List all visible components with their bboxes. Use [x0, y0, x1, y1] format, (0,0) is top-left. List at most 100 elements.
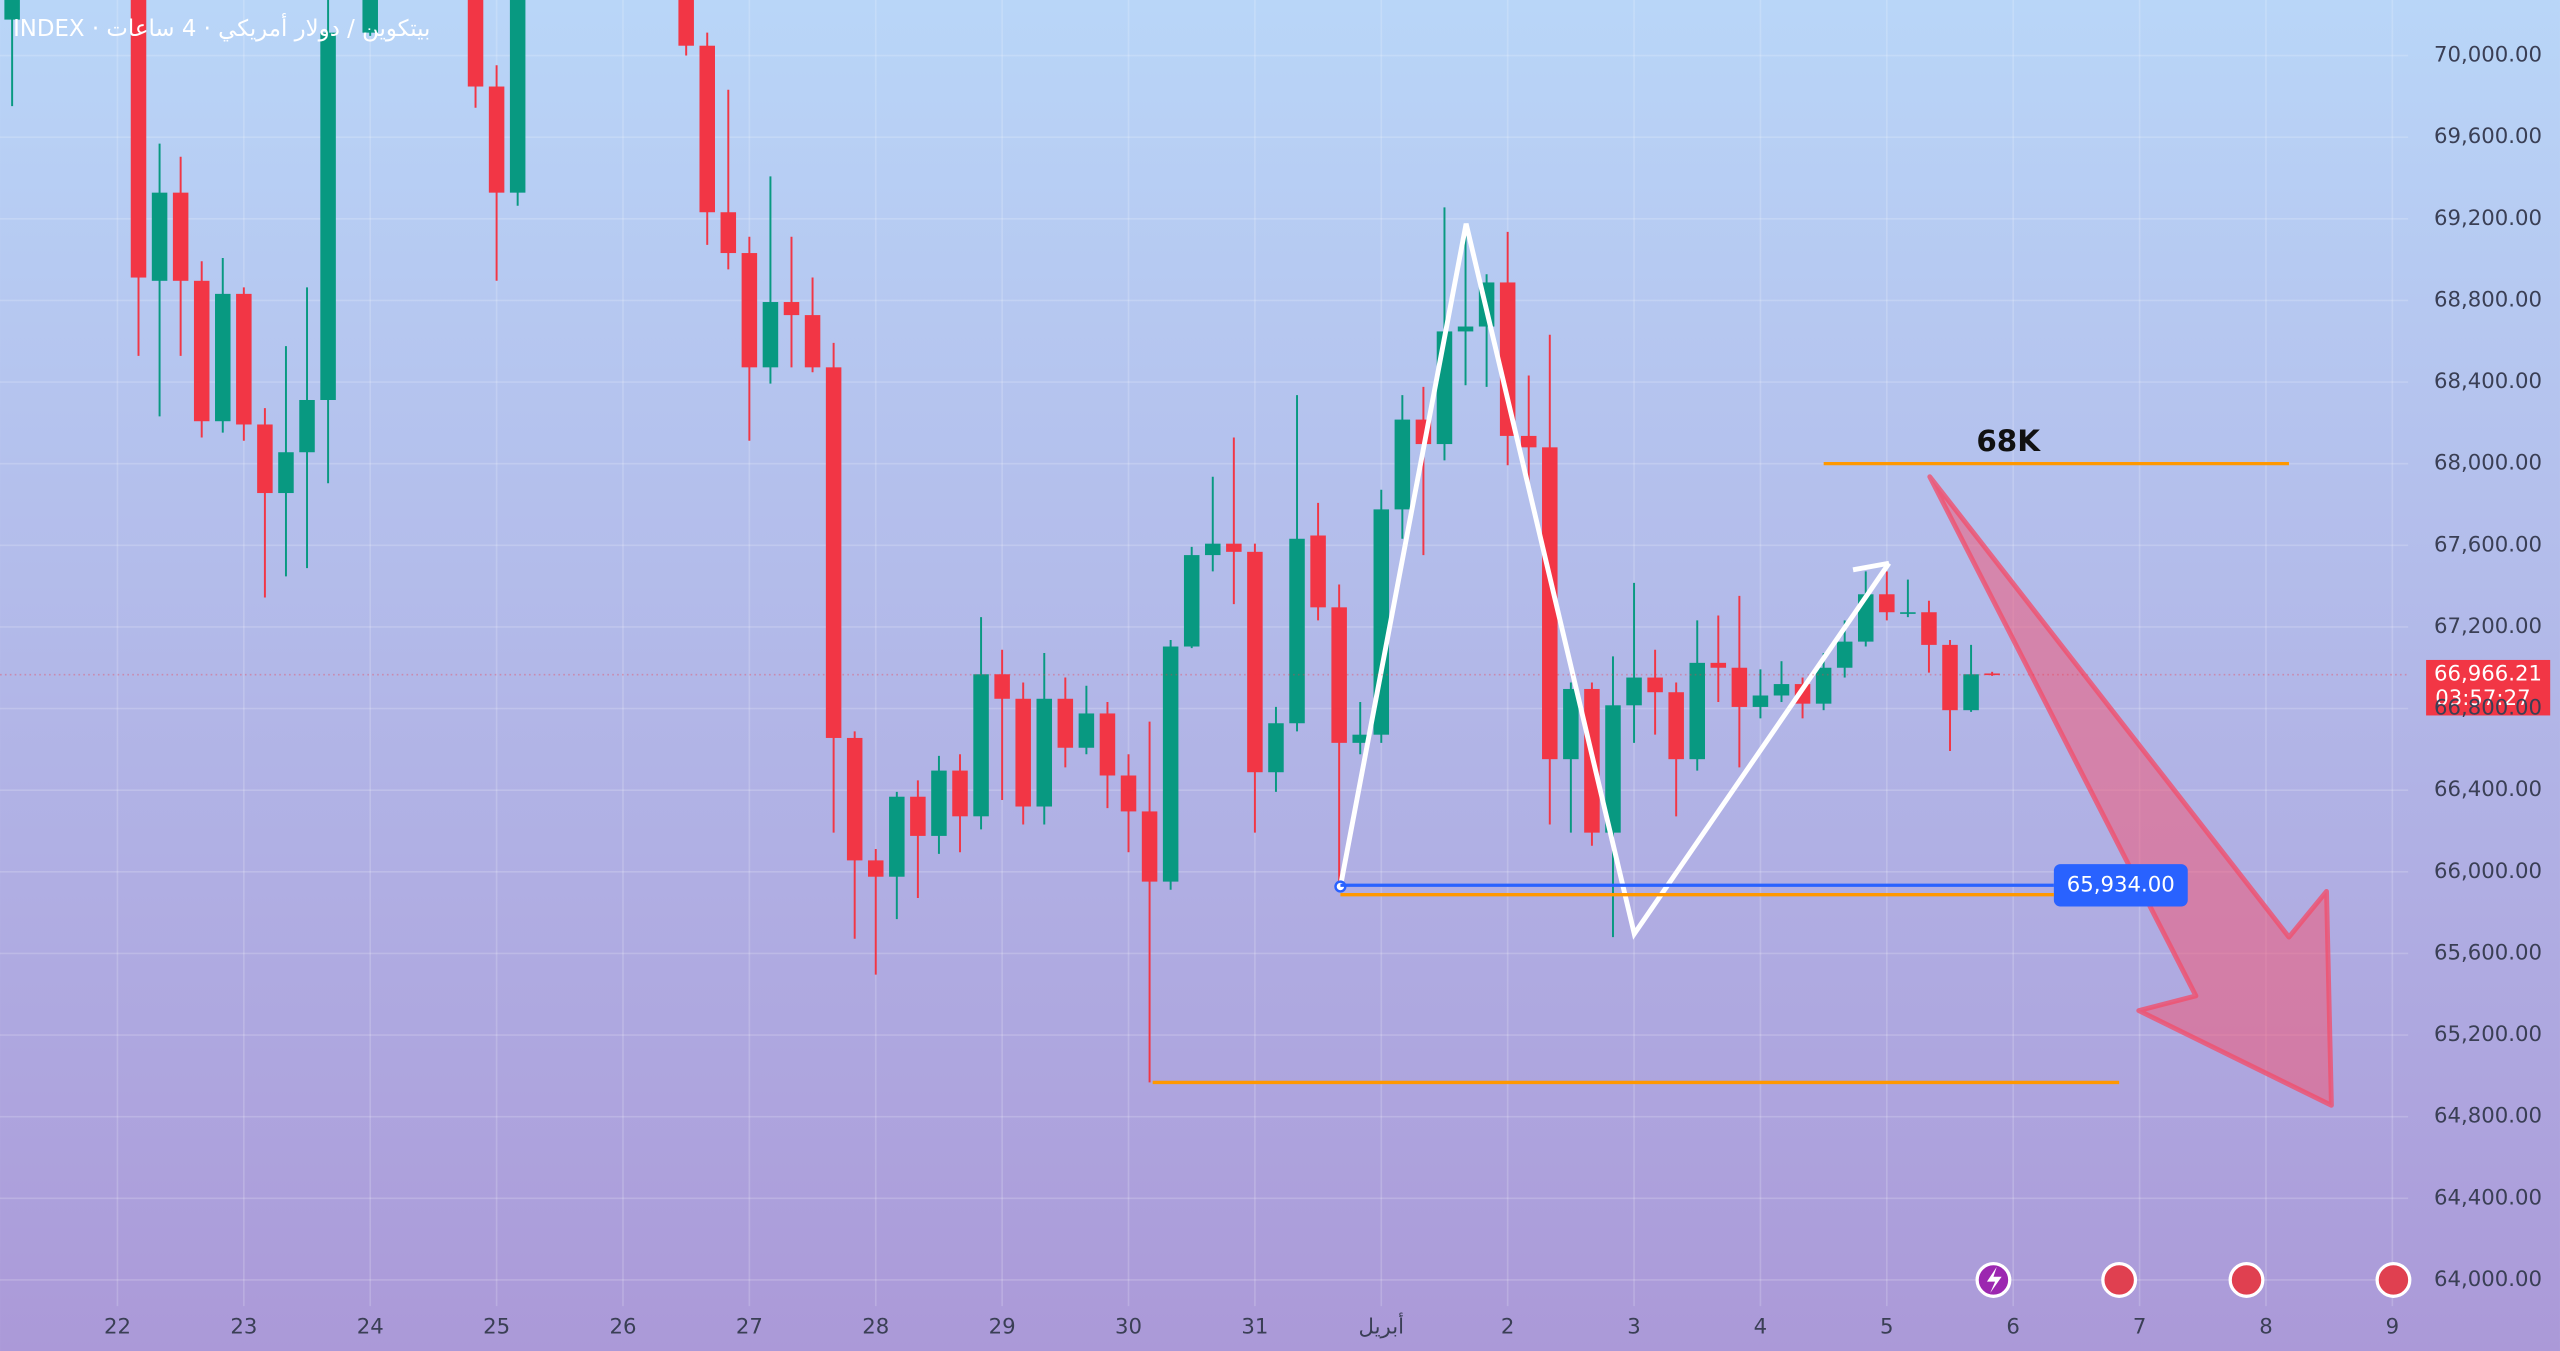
candle-body [1984, 673, 2000, 676]
x-tick-label: 2 [1501, 1314, 1515, 1339]
down-arrow [1927, 474, 2334, 1108]
y-tick-label: 67,200.00 [2434, 614, 2542, 639]
y-tick-label: 66,000.00 [2434, 859, 2542, 884]
candle-body [1542, 447, 1558, 760]
y-tick-label: 67,600.00 [2434, 532, 2542, 557]
candle-body [1710, 662, 1727, 668]
candle-body [1752, 695, 1769, 707]
x-tick-label: 31 [1241, 1314, 1268, 1339]
flag-icon[interactable] [2228, 1262, 2265, 1298]
candle-body [720, 212, 737, 254]
candle-body [1078, 713, 1095, 748]
y-tick-label: 68,400.00 [2434, 369, 2542, 394]
candle-body [1668, 692, 1684, 760]
candle-body [867, 860, 884, 877]
y-tick-label: 69,600.00 [2434, 124, 2542, 149]
candle-body [1331, 607, 1347, 743]
candle-body [1226, 543, 1242, 552]
candle-body [1120, 775, 1137, 812]
grid [0, 0, 2408, 1306]
x-tick-label: 6 [2006, 1314, 2020, 1339]
y-tick-label: 66,400.00 [2434, 777, 2542, 802]
candle-body [910, 796, 926, 836]
candle-body [1247, 551, 1263, 773]
y-tick-label: 68,000.00 [2434, 451, 2542, 476]
x-tick-label: 28 [862, 1314, 889, 1339]
candle-body [1689, 662, 1705, 760]
candle-body [1352, 734, 1368, 743]
candle-body [172, 192, 189, 281]
candle-body [278, 452, 294, 494]
candle-body [1626, 677, 1642, 706]
candle-body [1921, 612, 1937, 645]
x-tick-label: 22 [104, 1314, 131, 1339]
y-tick-label: 68,800.00 [2434, 287, 2542, 312]
level-label-box [2053, 864, 2188, 907]
chart-title: INDEX · بيتكوين / دولار أمريكي · 4 ساعات [13, 13, 430, 42]
candle-body [1289, 538, 1305, 724]
candle-body [1310, 535, 1326, 608]
candle-body [1520, 435, 1537, 448]
candle-body [1731, 667, 1748, 707]
candle-body [1268, 723, 1284, 773]
x-tick-label: 27 [736, 1314, 763, 1339]
candle-body [4, 0, 20, 20]
plot-area [4, 0, 2000, 1083]
last-price-box [2426, 659, 2551, 716]
y-tick-label: 69,200.00 [2434, 206, 2542, 231]
candle-body [1099, 713, 1116, 776]
candle-body [362, 0, 378, 33]
x-tick-label: 7 [2133, 1314, 2147, 1339]
flag-icon[interactable] [2375, 1262, 2412, 1298]
candle-body [1057, 698, 1074, 748]
level-label: 65,934.00 [2067, 872, 2175, 897]
candle-body [215, 293, 231, 422]
x-tick-label: 30 [1115, 1314, 1142, 1339]
lightning [1986, 1266, 2002, 1294]
x-tick-label: 24 [357, 1314, 384, 1339]
candle-body [1162, 646, 1179, 882]
target-label: 68K [1976, 424, 2041, 458]
candle-body [825, 367, 842, 738]
candle-body [1015, 698, 1031, 807]
x-tick-label: 29 [989, 1314, 1016, 1339]
x-tick-label: 23 [230, 1314, 257, 1339]
y-tick-label: 66,800.00 [2434, 696, 2542, 721]
last-price-label: 66,966.21 [2434, 662, 2542, 687]
zigzag-drawing [1338, 223, 1891, 940]
candle-body [741, 253, 758, 368]
candle-body [257, 424, 273, 494]
candle-body [1815, 667, 1832, 704]
x-tick-label: 26 [609, 1314, 636, 1339]
candle-body [1563, 688, 1579, 760]
candle-body [320, 32, 336, 400]
y-tick-label: 65,200.00 [2434, 1022, 2542, 1047]
candle-body [509, 0, 526, 193]
x-tick-label: 3 [1627, 1314, 1641, 1339]
candle-body [952, 770, 968, 817]
x-tick-label: 4 [1754, 1314, 1768, 1339]
candle-body [130, 0, 147, 278]
candle-body [931, 770, 947, 836]
candle-body [1205, 543, 1221, 556]
candle-body [151, 192, 168, 281]
candle-body [1879, 594, 1895, 613]
candle-body [1499, 282, 1516, 436]
y-tick-label: 70,000.00 [2434, 43, 2542, 68]
candle-body [1963, 674, 1979, 711]
y-tick-label: 65,600.00 [2434, 940, 2542, 965]
flag-icon[interactable] [2101, 1262, 2138, 1298]
candle-body [1773, 684, 1790, 696]
candle-body [488, 86, 505, 193]
countdown: 03:57:27 [2435, 686, 2530, 711]
candle-body [889, 796, 905, 877]
candle-body [1036, 698, 1053, 807]
candle-body [1141, 811, 1158, 882]
candle-body [236, 293, 252, 425]
x-tick-label: 5 [1880, 1314, 1894, 1339]
candle-body [1457, 326, 1474, 332]
zigzag-tick [1852, 560, 1890, 573]
